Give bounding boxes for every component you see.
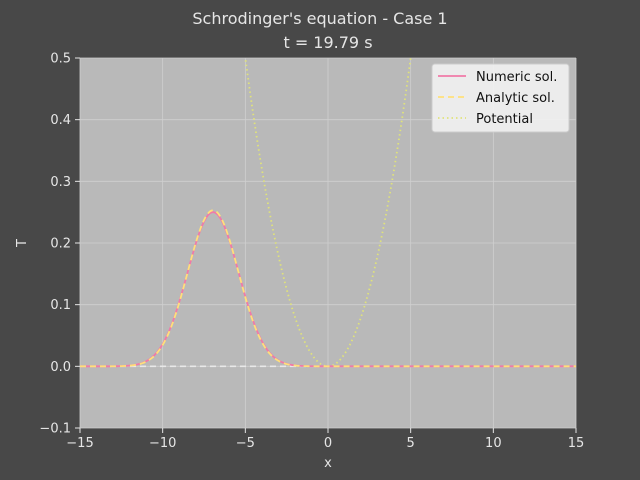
x-tick-label: 5 [407, 436, 415, 451]
x-tick-label: 0 [324, 436, 332, 451]
x-tick-label: −10 [149, 436, 176, 451]
x-axis: −15 −10 −5 0 5 10 15 [66, 428, 584, 451]
legend-label-potential: Potential [476, 112, 533, 127]
y-tick-label: 0.0 [50, 360, 71, 375]
y-tick-label: 0.3 [50, 175, 71, 190]
series-layer [80, 58, 576, 368]
x-tick-label: −5 [236, 436, 255, 451]
chart-title: Schrodinger's equation - Case 1 [192, 9, 447, 28]
y-tick-label: 0.5 [50, 52, 71, 67]
y-tick-label: 0.2 [50, 237, 71, 252]
y-tick-label: 0.1 [50, 298, 71, 313]
legend-label-analytic: Analytic sol. [476, 91, 555, 106]
series-line-analytic [80, 209, 576, 368]
legend: Numeric sol. Analytic sol. Potential [431, 63, 570, 133]
x-tick-label: 10 [485, 436, 502, 451]
x-tick-label: 15 [568, 436, 585, 451]
chart-subtitle: t = 19.79 s [283, 33, 372, 52]
y-tick-label: 0.4 [50, 113, 71, 128]
legend-label-numeric: Numeric sol. [476, 70, 557, 85]
y-axis: −0.1 0.0 0.1 0.2 0.3 0.4 0.5 [39, 52, 80, 437]
x-tick-label: −15 [66, 436, 93, 451]
y-tick-label: −0.1 [39, 422, 71, 437]
x-axis-label: x [324, 456, 332, 471]
legend-box [431, 63, 570, 133]
y-axis-label: T [15, 239, 30, 248]
